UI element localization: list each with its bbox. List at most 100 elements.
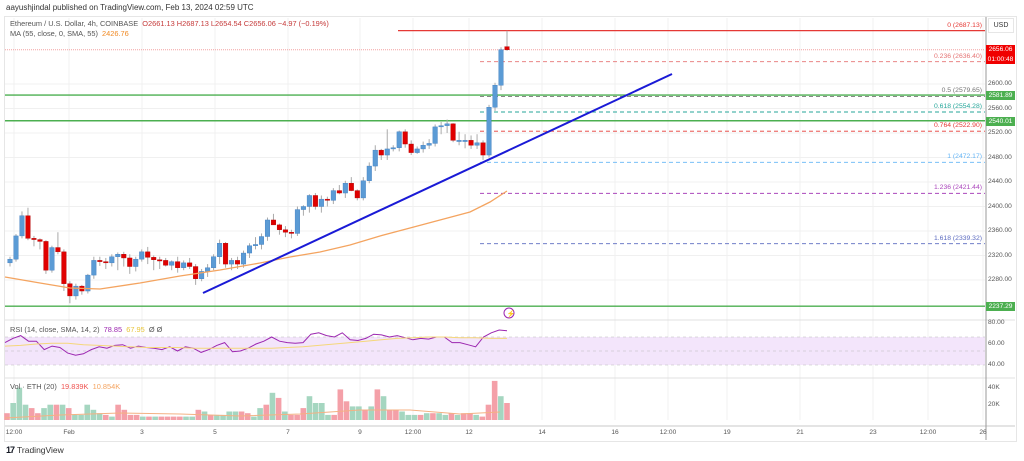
fib-level-label: 0.764 (2522.90) xyxy=(934,122,982,130)
volume-value: 19.839K xyxy=(60,382,89,391)
volume-bar xyxy=(417,414,424,420)
ohlc-values: O2661.13 H2687.13 L2654.54 C2656.06 −4.9… xyxy=(142,19,329,28)
candle-up xyxy=(211,256,217,268)
candle-down xyxy=(468,140,474,146)
volume-bar xyxy=(90,409,97,420)
candle-up xyxy=(396,131,402,148)
volume-bar xyxy=(140,416,146,420)
candle-up xyxy=(247,245,253,254)
trendline xyxy=(202,73,673,294)
fib-level-label: 0 (2687.13) xyxy=(947,21,982,29)
candle-down xyxy=(223,243,229,265)
volume-bar xyxy=(59,404,66,420)
volume-bar xyxy=(460,413,467,420)
volume-bar xyxy=(158,416,165,420)
volume-bar xyxy=(220,414,226,420)
volume-bar xyxy=(399,411,405,420)
candle-up xyxy=(169,261,175,266)
volume-bar xyxy=(207,414,214,420)
candle-down xyxy=(504,46,510,50)
candle-up xyxy=(360,180,366,199)
candle-up xyxy=(330,190,336,201)
volume-bar xyxy=(275,397,282,420)
volume-bar xyxy=(368,406,374,420)
candle-up xyxy=(205,267,211,272)
volume-bar xyxy=(269,392,276,420)
rsi-ma-line xyxy=(4,336,507,349)
ma-legend: MA (55, close, 0, SMA, 55) 2426.76 xyxy=(10,29,129,38)
candle-down xyxy=(61,251,67,284)
time-axis-label: 7 xyxy=(286,429,290,436)
volume-bar xyxy=(170,416,177,420)
chart-frame xyxy=(4,16,1017,442)
currency-button[interactable]: USD xyxy=(988,18,1014,33)
volume-bar xyxy=(306,396,313,420)
price-axis-label: 2360.00 xyxy=(988,227,1012,234)
volume-bar xyxy=(115,404,121,420)
volume-bar xyxy=(386,409,393,420)
main-legend: Ethereum / U.S. Dollar, 4h, COINBASE O26… xyxy=(10,19,329,28)
candle-up xyxy=(390,147,396,150)
volume-bar xyxy=(349,406,356,420)
volume-bar xyxy=(189,416,195,420)
ma-line xyxy=(4,190,508,290)
volume-bar xyxy=(133,414,140,420)
tradingview-brand[interactable]: 17 TradingView xyxy=(6,445,64,455)
rsi-label: RSI (14, close, SMA, 14, 2) xyxy=(10,325,100,334)
candle-up xyxy=(73,285,79,297)
candle-up xyxy=(372,149,378,167)
candle-down xyxy=(103,261,109,264)
volume-bar xyxy=(479,416,486,420)
time-axis-label: 12:00 xyxy=(5,429,23,436)
candle-down xyxy=(378,149,384,156)
volume-bar xyxy=(337,389,344,420)
candle-up xyxy=(474,142,480,146)
candle-up xyxy=(85,274,91,292)
candle-down xyxy=(288,232,294,234)
volume-legend: Vol · ETH (20) 19.839K 10.854K xyxy=(10,382,120,391)
candle-down xyxy=(175,261,181,268)
lightning-glyph: ⚡ xyxy=(507,309,516,318)
candle-down xyxy=(336,190,342,194)
candle-down xyxy=(67,283,73,297)
volume-bar xyxy=(467,413,473,420)
candle-down xyxy=(270,219,276,226)
candle-down xyxy=(348,183,354,191)
time-axis-label: 12:00 xyxy=(404,429,422,436)
volume-bar xyxy=(244,413,251,420)
volume-ma-line xyxy=(4,409,501,419)
rsi-legend: RSI (14, close, SMA, 14, 2) 78.85 67.95 … xyxy=(10,325,162,334)
candle-up xyxy=(253,244,259,246)
volume-bar xyxy=(430,413,436,420)
fib-level-label: 1 (2472.17) xyxy=(947,153,982,161)
volume-bar xyxy=(325,414,331,420)
price-axis-label: 2560.00 xyxy=(988,104,1012,112)
volume-bar xyxy=(177,416,183,420)
rsi-line xyxy=(4,329,508,356)
candle-down xyxy=(25,215,31,239)
rsi-axis-label: 60.00 xyxy=(988,340,1005,347)
lightning-marker-icon xyxy=(503,307,515,319)
candle-up xyxy=(300,206,306,210)
volume-bar xyxy=(442,414,449,420)
candle-up xyxy=(432,126,438,144)
time-axis-label: 26 xyxy=(979,429,987,436)
volume-bar xyxy=(448,413,455,420)
volume-bar xyxy=(22,404,29,420)
candle-up xyxy=(264,219,270,237)
candle-down xyxy=(312,195,318,207)
candle-down xyxy=(276,224,282,230)
price-axis-label: 2440.00 xyxy=(988,178,1012,185)
fib-level-label: 0.236 (2636.40) xyxy=(934,52,982,60)
volume-bar xyxy=(356,406,362,420)
volume-bar xyxy=(251,416,257,420)
candle-up xyxy=(7,258,13,264)
volume-bar xyxy=(47,404,54,420)
candle-up xyxy=(426,143,432,146)
candle-down xyxy=(282,229,288,233)
publisher-line: aayushjindal published on TradingView.co… xyxy=(6,3,254,12)
rsi-value: 78.85 xyxy=(103,325,123,334)
volume-bar xyxy=(454,414,461,420)
candle-down xyxy=(324,198,330,201)
